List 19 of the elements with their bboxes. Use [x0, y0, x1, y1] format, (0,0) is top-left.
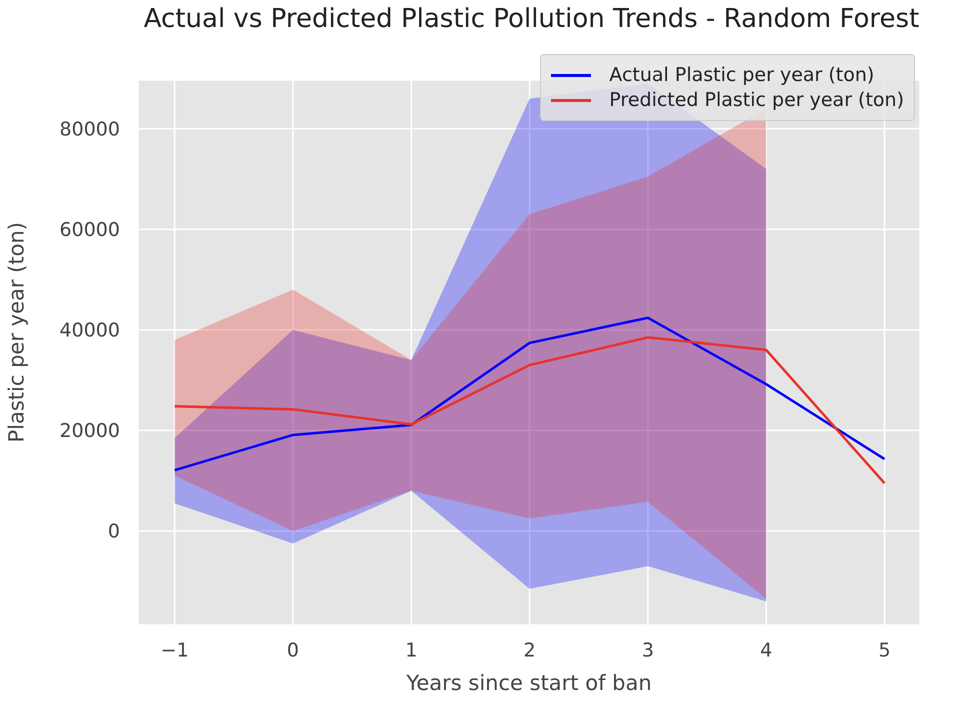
y-tick-label: 20000 [60, 420, 120, 442]
y-tick-label: 0 [108, 520, 120, 543]
y-tick-label: 80000 [60, 118, 120, 141]
chart-title: Actual vs Predicted Plastic Pollution Trends - Random Forest [142, 4, 920, 34]
y-axis-title: Plastic per year (ton) [4, 222, 28, 442]
x-tick-label: 1 [405, 639, 418, 662]
line-series [173, 336, 886, 484]
legend-label: Actual Plastic per year (ton) [609, 64, 874, 86]
x-tick-label: 2 [524, 639, 536, 662]
x-tick-label: 4 [760, 639, 772, 662]
line-series [173, 316, 886, 472]
x-tick-label: −1 [160, 639, 189, 662]
x-tick-label: 0 [286, 639, 300, 662]
y-tick-label: 40000 [60, 320, 120, 342]
x-axis-title: Years since start of ban [405, 671, 652, 695]
y-tick-label: 60000 [60, 219, 120, 242]
x-tick-label: 3 [642, 639, 654, 662]
x-tick-label: 5 [878, 639, 891, 662]
legend-label: Predicted Plastic per year (ton) [609, 89, 904, 111]
